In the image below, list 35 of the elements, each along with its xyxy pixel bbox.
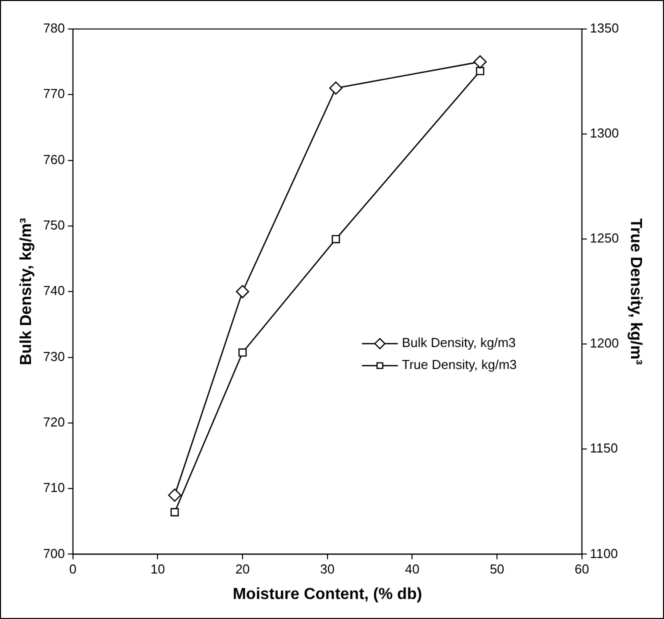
y-tick-label: 740 <box>43 283 65 298</box>
x-tick-label: 20 <box>235 562 250 577</box>
y2-axis-title: True Density, kg/m³ <box>626 218 644 365</box>
y-tick-label: 770 <box>43 86 65 102</box>
point <box>168 488 182 502</box>
y-tick-label: 700 <box>43 546 65 561</box>
point <box>473 55 487 68</box>
x-tick-label: 30 <box>320 562 335 577</box>
point <box>236 285 250 298</box>
x-tick-label: 60 <box>574 562 590 577</box>
y-tick-label: 750 <box>43 218 65 233</box>
y2-tick-label: 1100 <box>590 546 618 561</box>
y-axis-title: Bulk Density, kg/m³ <box>18 218 36 366</box>
y-tick-label: 760 <box>43 152 65 167</box>
point <box>332 234 340 244</box>
point <box>170 508 179 516</box>
y2-tick-label: 1350 <box>590 20 619 36</box>
y-tick-label: 730 <box>43 348 65 364</box>
point <box>238 348 247 357</box>
y2-tick-label: 1150 <box>590 440 618 456</box>
y-tick-label: 720 <box>43 414 65 430</box>
x-tick-label: 50 <box>490 562 504 577</box>
point <box>329 81 342 95</box>
y2-tick-label: 1200 <box>590 336 619 351</box>
y2-tick-label: 1300 <box>590 126 619 141</box>
x-axis-title: Moisture Content, (% db) <box>232 586 422 603</box>
legend-label: Bulk Density, kg/m3 <box>402 335 516 350</box>
x-tick-label: 40 <box>404 562 420 577</box>
x-tick-label: 10 <box>150 562 165 577</box>
point <box>476 66 484 76</box>
y-tick-label: 780 <box>43 20 65 36</box>
y2-tick-label: 1250 <box>590 230 619 246</box>
y-tick-label: 710 <box>43 480 65 496</box>
x-tick-label: 0 <box>69 562 77 577</box>
legend-label: True Density, kg/m3 <box>402 357 517 372</box>
